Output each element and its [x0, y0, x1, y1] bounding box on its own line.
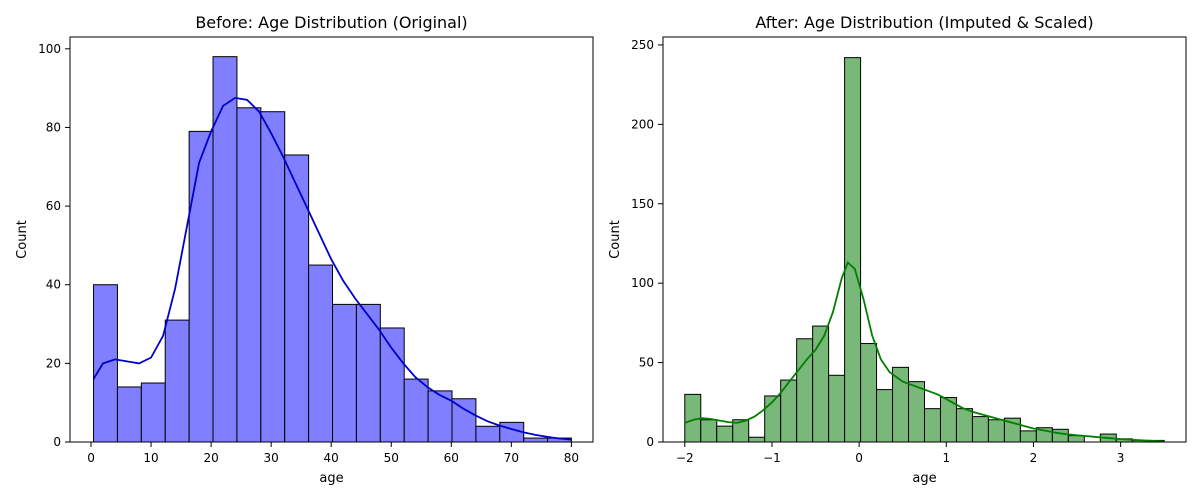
histogram-bar	[1019, 430, 1037, 443]
x-tick-label: −2	[676, 451, 694, 465]
y-tick-label: 80	[46, 120, 61, 134]
histogram-bar	[844, 57, 862, 443]
x-tick-label: 3	[1117, 451, 1125, 465]
x-tick-label: 0	[855, 451, 863, 465]
kde-curve	[92, 96, 572, 441]
x-tick-label: 10	[143, 451, 158, 465]
x-tick-label: 60	[444, 451, 459, 465]
histogram-bar	[355, 303, 381, 443]
histogram-bar	[748, 436, 766, 443]
chart-panel-2: −2 −1 0 1 2 3 0 50 100 150 200 250 After: Age Distri…	[608, 13, 1187, 486]
y-tick-label: 50	[639, 356, 654, 370]
chart-title: Before: Age Distribution (Original)	[195, 13, 467, 32]
y-tick-label: 0	[53, 435, 61, 449]
histogram-bar	[140, 382, 166, 443]
x-tick-label: 40	[324, 451, 339, 465]
y-axis-label: Count	[608, 220, 623, 259]
histogram-bar	[236, 107, 262, 443]
histogram-bar	[908, 381, 925, 443]
histogram-bar	[955, 408, 973, 443]
x-tick-label: −1	[763, 451, 781, 465]
histogram-bar	[1067, 435, 1085, 443]
y-tick-label: 100	[631, 276, 654, 290]
x-tick-label: 70	[504, 451, 519, 465]
histogram-bar	[188, 130, 214, 443]
x-tick-label: 30	[264, 451, 279, 465]
histogram-bar	[1051, 428, 1069, 443]
histogram-bar	[892, 366, 910, 443]
histogram-bar	[812, 325, 830, 443]
histogram-bar	[284, 154, 310, 443]
histogram-bar	[860, 343, 878, 443]
bars-group	[684, 57, 1165, 443]
bars-group	[93, 56, 572, 443]
histogram-bar	[164, 319, 190, 443]
histogram-bar	[332, 303, 357, 443]
y-tick-label: 60	[46, 199, 61, 213]
histogram-bar	[451, 398, 477, 443]
axes-frame	[662, 36, 1187, 443]
histogram-bar	[876, 389, 894, 443]
histogram-bar	[379, 327, 405, 443]
chart-title: After: Age Distribution (Imputed & Scale…	[755, 13, 1093, 32]
y-axis-label: Count	[15, 220, 30, 259]
histogram-bar	[828, 374, 846, 443]
histogram-bar	[987, 419, 1005, 443]
x-tick-label: 50	[384, 451, 399, 465]
y-tick-label: 100	[38, 42, 61, 56]
x-tick-label: 80	[564, 451, 579, 465]
histogram-bar	[475, 425, 501, 443]
histogram-bar	[308, 264, 334, 443]
histogram-bar	[523, 437, 549, 443]
x-axis-label: age	[319, 471, 343, 486]
y-tick-label: 150	[631, 197, 654, 211]
x-tick-label: 1	[942, 451, 950, 465]
x-tick-label: 0	[87, 451, 95, 465]
histogram-bar	[116, 386, 142, 443]
histogram-bar	[403, 378, 429, 443]
kde-curve	[684, 260, 1165, 443]
histogram-bar	[924, 408, 941, 443]
chart-panel-1: 0 10 20 30 40 50 60 70 80 0 20 40 60 80 100 Before: Age…	[15, 13, 594, 486]
histogram-bar	[700, 419, 718, 443]
histogram-bar	[716, 425, 734, 443]
histogram-bar	[971, 416, 989, 443]
x-tick-label: 20	[203, 451, 218, 465]
y-tick-label: 200	[631, 117, 654, 131]
y-tick-label: 250	[631, 38, 654, 52]
y-tick-label: 0	[646, 435, 654, 449]
y-tick-label: 40	[46, 278, 61, 292]
x-tick-label: 2	[1030, 451, 1038, 465]
histogram-bar	[212, 56, 238, 443]
histogram-bar	[796, 338, 814, 443]
x-axis-label: age	[912, 471, 936, 486]
histogram-bar	[260, 111, 286, 443]
y-tick-label: 20	[46, 356, 61, 370]
